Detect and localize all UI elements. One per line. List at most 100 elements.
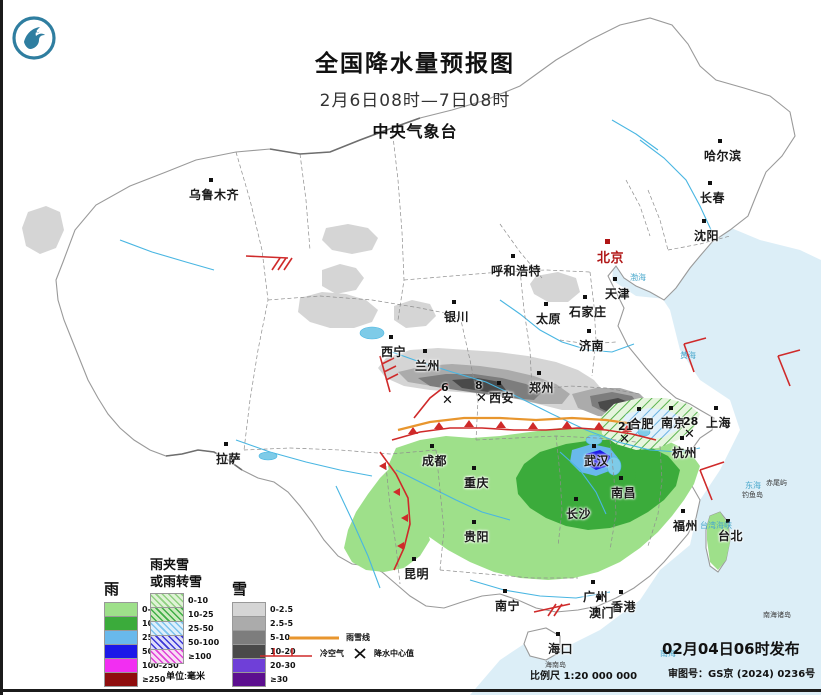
city-marker-dot bbox=[680, 436, 684, 440]
sea-label-3: 南海 bbox=[660, 649, 676, 658]
legend-snow-swatch bbox=[232, 615, 266, 631]
precip-center-x-icon: ✕ bbox=[476, 390, 487, 405]
precip-center-value-1: 8 bbox=[475, 379, 483, 392]
city-marker-dot bbox=[592, 444, 596, 448]
city-label-20: 武汉 bbox=[584, 454, 610, 468]
legend-rain-swatch bbox=[104, 615, 138, 631]
city-marker-dot bbox=[544, 302, 548, 306]
legend-snow-column: 雪 0-2.5 2.5-5 5-10 10-20 20-30 ≥30 bbox=[232, 578, 296, 687]
city-marker-dot bbox=[702, 219, 706, 223]
island-label-1: 赤尾屿 bbox=[766, 479, 787, 487]
city-label-23: 福州 bbox=[673, 519, 699, 533]
precip-center-x-icon: ✕ bbox=[442, 392, 453, 407]
symbol-legend: 雨雪线 冷空气 降水中心值 bbox=[258, 632, 458, 678]
sea-label-2: 东海 bbox=[745, 481, 761, 490]
legend-rain-5-row: ≥250 bbox=[104, 671, 179, 687]
city-label-1: 拉萨 bbox=[216, 452, 242, 466]
city-marker-dot bbox=[430, 444, 434, 448]
city-label-16: 合肥 bbox=[629, 417, 655, 431]
legend-front-row: 冷空气 降水中心值 bbox=[258, 646, 458, 660]
legend-snow-swatch bbox=[232, 671, 266, 687]
city-marker-dot bbox=[511, 254, 515, 258]
precip-center-value-2: 21 bbox=[618, 420, 634, 433]
city-marker-dot bbox=[681, 509, 685, 513]
legend-snow-0-label: 0-2.5 bbox=[270, 604, 294, 614]
city-marker-dot bbox=[613, 277, 617, 281]
legend-sleet-column: 雨夹雪 或雨转雪 0-10 10-25 25-50 50-100 ≥100 单位:毫米 bbox=[150, 554, 240, 682]
legend-rain-swatch bbox=[104, 629, 138, 645]
legend-sleet-3-row: 50-100 bbox=[150, 634, 240, 650]
city-label-13: 沈阳 bbox=[694, 229, 720, 243]
legend-rain-swatch bbox=[104, 643, 138, 659]
legend-panel: 南海诸岛1 : 40 000 000 雨 0-1010-2525-5050-10… bbox=[4, 554, 334, 687]
city-marker-dot bbox=[452, 300, 456, 304]
sea-label-0: 渤海 bbox=[630, 273, 646, 282]
island-label-3: 南海诸岛 bbox=[763, 611, 791, 619]
city-marker-dot bbox=[423, 349, 427, 353]
city-marker-dot bbox=[714, 406, 718, 410]
city-label-18: 上海 bbox=[706, 416, 732, 430]
city-label-32: 澳门 bbox=[589, 606, 615, 620]
city-label-11: 郑州 bbox=[529, 381, 555, 395]
city-label-29: 南宁 bbox=[495, 599, 521, 613]
precip-center-x-icon: ✕ bbox=[684, 426, 695, 441]
city-label-30: 广州 bbox=[583, 590, 609, 604]
city-label-15: 哈尔滨 bbox=[704, 149, 742, 163]
legend-snow-5-label: ≥30 bbox=[270, 674, 288, 684]
center-x-icon bbox=[354, 648, 366, 659]
legend-sleet-1-row: 10-25 bbox=[150, 606, 240, 622]
legend-rain-swatch bbox=[104, 671, 138, 687]
city-label-22: 长沙 bbox=[566, 507, 592, 521]
city-marker-dot bbox=[503, 589, 507, 593]
precip-center-value-3: 28 bbox=[683, 415, 699, 428]
legend-sleet-2-label: 25-50 bbox=[188, 623, 214, 633]
precip-center-value-0: 6 bbox=[441, 381, 449, 394]
city-label-24: 台北 bbox=[718, 529, 744, 543]
legend-sleet-4-label: ≥100 bbox=[188, 651, 212, 661]
city-marker-dot bbox=[619, 590, 623, 594]
city-label-10: 济南 bbox=[579, 339, 605, 353]
cma-dragon-logo bbox=[12, 16, 56, 60]
city-marker-dot bbox=[537, 371, 541, 375]
legend-snow-1-row: 2.5-5 bbox=[232, 615, 296, 631]
left-rule bbox=[0, 0, 3, 695]
city-marker-dot bbox=[583, 295, 587, 299]
city-marker-dot bbox=[587, 329, 591, 333]
bottom-rule bbox=[0, 689, 821, 692]
legend-rain-4-label: 100-250 bbox=[142, 660, 179, 670]
city-marker-dot bbox=[389, 335, 393, 339]
legend-unit: 单位:毫米 bbox=[166, 671, 205, 681]
legend-rain-heading: 雨 bbox=[104, 580, 120, 598]
legend-sleet-swatch bbox=[150, 648, 184, 664]
legend-snow-heading: 雪 bbox=[232, 580, 248, 598]
legend-rain-5-label: ≥250 bbox=[142, 674, 166, 684]
legend-sleet-4-row: ≥100 bbox=[150, 648, 240, 664]
city-marker-dot bbox=[574, 497, 578, 501]
city-marker-dot bbox=[669, 406, 673, 410]
city-marker-dot bbox=[472, 466, 476, 470]
snow-line-icon bbox=[289, 636, 339, 639]
legend-sleet-swatch bbox=[150, 620, 184, 636]
city-label-9: 太原 bbox=[536, 312, 562, 326]
city-marker-dot bbox=[497, 381, 501, 385]
city-marker-dot bbox=[556, 632, 560, 636]
legend-snow-line-row: 雨雪线 bbox=[288, 632, 458, 643]
legend-sleet-0-label: 0-10 bbox=[188, 595, 209, 605]
city-marker-dot bbox=[209, 178, 213, 182]
legend-snow-2-label: 5-10 bbox=[270, 632, 291, 642]
legend-snow-0-row: 0-2.5 bbox=[232, 601, 296, 617]
legend-snow-4-label: 20-30 bbox=[270, 660, 296, 670]
issuer-name: 中央气象台 bbox=[372, 122, 458, 141]
city-label-21: 南昌 bbox=[611, 486, 637, 500]
city-marker-dot bbox=[619, 476, 623, 480]
city-marker-dot bbox=[718, 139, 722, 143]
legend-sleet-heading-2: 或雨转雪 bbox=[150, 575, 203, 590]
city-marker-dot bbox=[472, 520, 476, 524]
legend-rain-swatch bbox=[104, 657, 138, 673]
city-marker-dot bbox=[708, 181, 712, 185]
map-scale: 比例尺 1:20 000 000 bbox=[530, 671, 638, 682]
city-marker-dot bbox=[597, 596, 601, 600]
legend-sleet-swatch bbox=[150, 592, 184, 608]
